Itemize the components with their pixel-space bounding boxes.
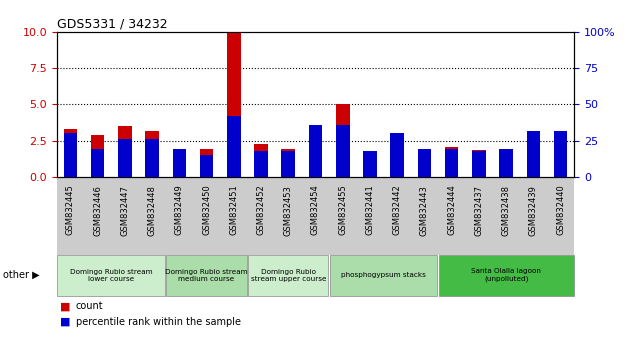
Bar: [336, 125, 350, 177]
Bar: [145, 131, 159, 177]
Bar: [499, 150, 513, 177]
Bar: [363, 151, 377, 177]
Bar: [445, 149, 459, 177]
Bar: [309, 149, 322, 177]
Bar: [172, 149, 186, 177]
Bar: [227, 116, 240, 177]
Bar: [91, 135, 105, 177]
Bar: [363, 151, 377, 177]
Bar: [281, 151, 295, 177]
Text: Domingo Rubio stream
medium course: Domingo Rubio stream medium course: [165, 269, 248, 282]
Bar: [200, 149, 213, 177]
Text: phosphogypsum stacks: phosphogypsum stacks: [341, 272, 426, 278]
Bar: [64, 133, 77, 177]
Bar: [526, 131, 540, 177]
Bar: [172, 149, 186, 177]
Bar: [118, 126, 132, 177]
Bar: [391, 141, 404, 177]
Bar: [227, 32, 240, 177]
Text: percentile rank within the sample: percentile rank within the sample: [76, 317, 240, 327]
Text: other ▶: other ▶: [3, 270, 40, 280]
Text: ■: ■: [60, 301, 71, 311]
Bar: [472, 150, 486, 177]
Bar: [445, 147, 459, 177]
Bar: [418, 149, 431, 177]
Text: count: count: [76, 301, 103, 311]
Bar: [145, 139, 159, 177]
Bar: [281, 149, 295, 177]
Bar: [391, 133, 404, 177]
Bar: [499, 149, 513, 177]
Bar: [254, 151, 268, 177]
Bar: [336, 104, 350, 177]
Bar: [472, 151, 486, 177]
Bar: [91, 149, 105, 177]
Text: Domingo Rubio stream
lower course: Domingo Rubio stream lower course: [70, 269, 153, 282]
Bar: [254, 144, 268, 177]
Bar: [64, 129, 77, 177]
Bar: [118, 139, 132, 177]
Text: ■: ■: [60, 317, 71, 327]
Bar: [309, 125, 322, 177]
Text: Santa Olalla lagoon
(unpolluted): Santa Olalla lagoon (unpolluted): [471, 268, 541, 282]
Bar: [554, 131, 567, 177]
Text: Domingo Rubio
stream upper course: Domingo Rubio stream upper course: [251, 269, 326, 282]
Bar: [200, 155, 213, 177]
Text: GDS5331 / 34232: GDS5331 / 34232: [57, 18, 167, 31]
Bar: [554, 131, 567, 177]
Bar: [526, 131, 540, 177]
Bar: [418, 150, 431, 177]
